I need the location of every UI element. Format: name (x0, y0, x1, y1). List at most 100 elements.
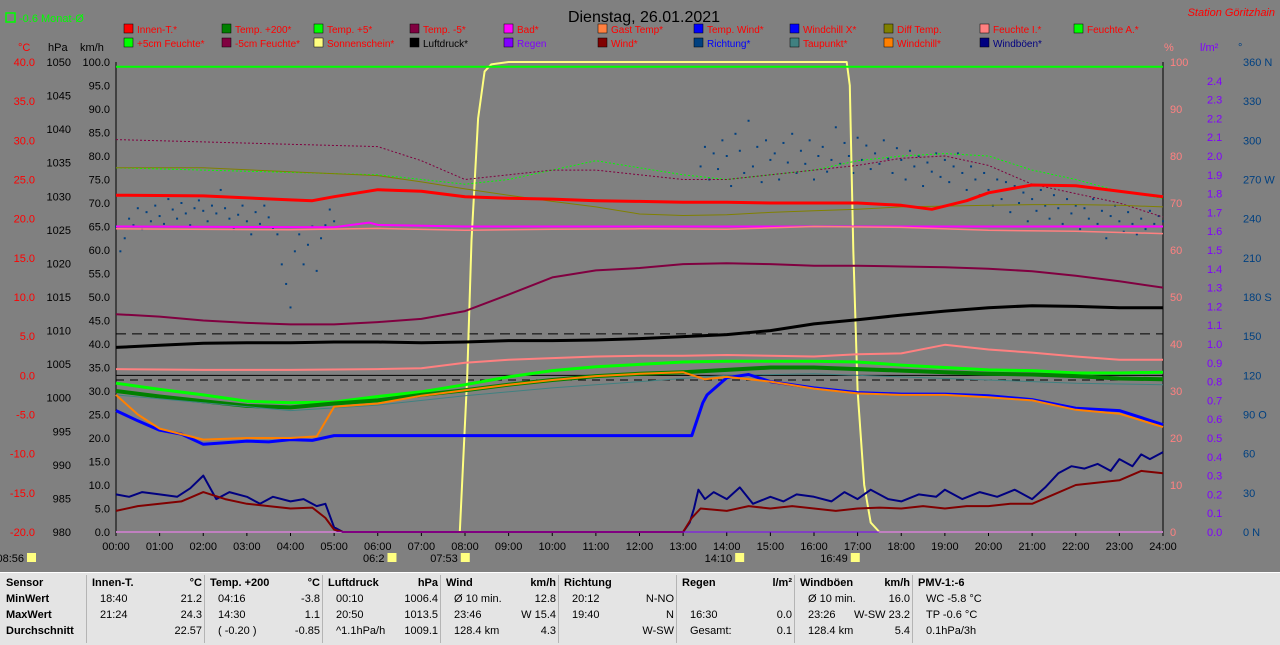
direction-point (180, 202, 183, 204)
direction-point (219, 188, 222, 191)
speed-tick-label: 55.0 (89, 269, 110, 281)
speed-tick-label: 85.0 (89, 128, 110, 140)
stats-cell-time: 128.4 km (454, 625, 500, 637)
legend-label: Temp. +5* (327, 25, 372, 36)
legend-label: Temp. -5* (423, 25, 466, 36)
legend-label: Windchill X* (803, 25, 856, 36)
direction-point (808, 139, 811, 142)
legend-label: Sonnenschein* (327, 39, 394, 50)
sun-mark-label: 08:56 (0, 553, 24, 565)
legend-label: Diff Temp. (897, 25, 942, 36)
direction-point (1026, 220, 1029, 223)
stats-row: Gesamt: 0.1 (682, 625, 792, 641)
direction-point (167, 198, 170, 201)
stats-cell-time: ( -0.20 ) (218, 625, 257, 637)
stats-cell-time: 18:40 (100, 593, 128, 605)
x-tick-label: 18:00 (887, 541, 915, 553)
stats-separator (440, 575, 441, 643)
x-tick-label: 06:00 (364, 541, 392, 553)
rain-tick-label: 1.3 (1207, 283, 1222, 295)
stats-separator (322, 575, 323, 643)
direction-point (320, 237, 323, 240)
stats-row: 16:30 0.0 (682, 609, 792, 625)
legend-swatch (503, 37, 514, 48)
direction-point (1127, 211, 1130, 214)
series-line-windchill (115, 371, 1164, 441)
legend-swatch (313, 23, 324, 34)
direction-point (756, 145, 759, 148)
percent-tick-label: 80 (1170, 151, 1182, 163)
rain-tick-label: 1.6 (1207, 226, 1222, 238)
direction-point (952, 165, 955, 168)
direction-point (747, 119, 750, 122)
speed-tick-label: 100.0 (82, 57, 110, 69)
stats-header: Richtung (564, 577, 674, 593)
direction-point (263, 204, 266, 207)
direction-point (333, 220, 336, 223)
direction-point (843, 141, 846, 144)
direction-point (699, 165, 702, 168)
direction-tick-label: 240 (1243, 214, 1261, 226)
rain-tick-label: 2.1 (1207, 132, 1222, 144)
rain-tick-label: 2.2 (1207, 113, 1222, 125)
direction-point (734, 132, 737, 135)
temp-tick-label: -5.0 (16, 410, 35, 422)
legend-label: Feuchte I.* (993, 25, 1041, 36)
direction-tick-label: 180 S (1243, 292, 1272, 304)
rain-tick-label: 0.7 (1207, 395, 1222, 407)
direction-point (983, 171, 986, 174)
direction-point (778, 178, 781, 181)
direction-point (1066, 198, 1069, 201)
stats-section: Richtung 20:12 N-NO 19:40 N W-SW (564, 577, 674, 641)
direction-point (1018, 202, 1021, 204)
stats-cell-value: 1009.1 (404, 625, 438, 637)
stats-separator (86, 575, 87, 643)
legend-label: Temp. Wind* (707, 25, 764, 36)
rain-tick-label: 1.8 (1207, 189, 1222, 201)
direction-point (1004, 181, 1007, 184)
direction-point (1022, 191, 1025, 194)
stats-cell-time: 128.4 km (808, 625, 854, 637)
rain-tick-label: 0.5 (1207, 433, 1222, 445)
x-tick-label: 05:00 (320, 541, 348, 553)
stats-cell-value: N (666, 609, 674, 621)
direction-point (703, 145, 706, 148)
legend-swatch (789, 23, 800, 34)
stats-row-label: MaxWert (6, 609, 52, 621)
direction-point (839, 162, 842, 165)
direction-point (760, 181, 763, 184)
x-tick-label: 11:00 (583, 541, 610, 553)
direction-point (751, 165, 754, 168)
series-line-bad (115, 221, 1163, 229)
x-tick-label: 03:00 (233, 541, 261, 553)
direction-point (970, 165, 973, 168)
direction-point (328, 208, 331, 211)
direction-point (830, 158, 833, 161)
plot-area (115, 61, 1164, 533)
stats-header-unit: km/h (530, 577, 556, 589)
temp-tick-label: 20.0 (14, 214, 35, 226)
direction-point (769, 158, 772, 161)
pressure-tick-label: 1010 (47, 326, 71, 338)
direction-point (276, 233, 279, 236)
direction-point (961, 171, 964, 174)
stats-cell-time: Ø 10 min. (808, 593, 856, 605)
direction-point (852, 171, 855, 174)
legend-label: Wind* (611, 39, 638, 50)
stats-row: ( -0.20 ) -0.85 (210, 625, 320, 641)
rain-tick-label: 0.2 (1207, 489, 1222, 501)
pressure-tick-label: 1025 (47, 225, 71, 237)
unit-rain: l/m² (1200, 42, 1219, 54)
x-tick-label: 01:00 (146, 541, 174, 553)
direction-point (834, 126, 837, 129)
series-line-luftdruck (115, 304, 1163, 349)
stats-separator (794, 575, 795, 643)
stats-cell-time: 16:30 (690, 609, 718, 621)
direction-point (228, 217, 231, 220)
direction-point (176, 217, 179, 220)
direction-point (1109, 215, 1112, 218)
stats-row: 21:24 24.3 (92, 609, 202, 625)
unit-percent: % (1164, 42, 1174, 54)
stats-header-unit: hPa (417, 577, 438, 589)
series-line-temp-wind (115, 373, 1164, 446)
